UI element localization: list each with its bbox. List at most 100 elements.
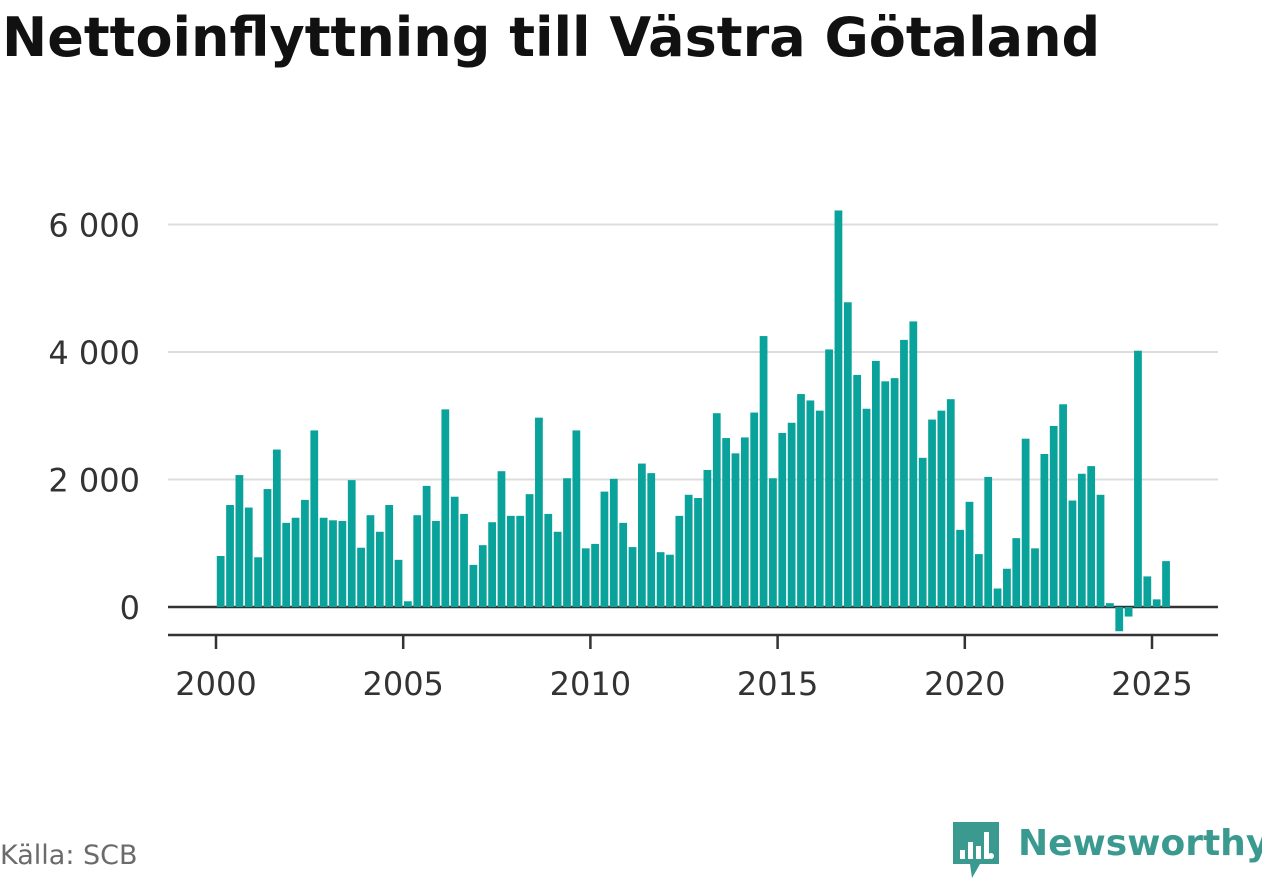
bar [506,515,515,607]
bar [591,543,599,607]
page-title: Nettoinflyttning till Västra Götaland [2,6,1101,69]
bar [778,432,787,607]
bar [984,476,993,607]
bar [956,529,964,607]
bar [909,321,918,607]
bar [619,522,628,607]
bar [1096,494,1105,607]
bar [1115,607,1124,632]
bar [722,438,730,607]
x-tick-label: 2015 [737,665,818,703]
bar [1040,454,1049,607]
bar [797,394,805,607]
bar [825,349,833,607]
bar [1124,607,1133,617]
brand-name: Newsworthy [1018,822,1262,864]
bar [488,522,496,607]
bar [338,520,347,607]
bar [572,430,581,607]
bar [993,588,1002,607]
bar [731,453,740,607]
x-tick-label: 2020 [924,665,1005,703]
bar [1059,404,1067,607]
bar [310,430,319,607]
bar [497,471,506,607]
bar [347,480,356,607]
bar [535,417,543,607]
bar [366,515,375,607]
bar [928,419,936,607]
bar [609,478,618,607]
bar [890,378,899,607]
x-tick-label: 2025 [1111,665,1192,703]
bar [694,497,702,607]
x-tick-label: 2005 [362,665,443,703]
bar [216,556,225,607]
bar [329,520,337,607]
y-tick-label: 4 000 [48,334,140,372]
bar [272,449,281,607]
bar [226,505,234,607]
bar [319,517,328,607]
brand-logo[interactable]: Newsworthy [950,818,1262,880]
bar [946,399,955,607]
bar [244,507,253,607]
bar [1152,599,1161,607]
x-tick-label: 2000 [175,665,256,703]
bar [1162,561,1170,607]
bar [422,485,431,608]
bar [638,463,646,607]
bar [291,517,300,607]
bar [806,400,815,607]
bar [656,552,665,607]
bar [1106,603,1114,607]
bar [843,302,852,607]
bar [301,499,309,607]
bar [1012,538,1021,607]
bar [544,513,553,607]
bar [1077,473,1086,607]
bar [553,531,562,607]
bar [450,496,459,607]
bar [1068,500,1077,607]
bar [787,422,796,607]
bar [432,520,440,607]
bar [872,360,880,607]
bar [1143,576,1152,607]
bar [965,501,974,607]
bar-chart: 0 2 000 4 000 6 000 2000 2005 2010 2015 2020 202… [48,207,1218,703]
bar [1087,466,1096,607]
bar [740,437,749,607]
bar [235,475,244,607]
bar [684,494,693,607]
bar [1134,350,1142,607]
bar [881,381,890,607]
bar [385,505,394,607]
bar [581,548,590,607]
x-tick-label: 2010 [550,665,631,703]
bar [628,547,637,607]
bar [375,531,384,607]
bar [404,601,412,607]
bar [862,408,871,607]
bar [834,210,843,607]
bar [263,489,272,607]
bar [478,545,487,607]
bar [282,522,291,607]
bar [666,554,674,607]
source-note: Källa: SCB [0,840,138,871]
bar [516,515,525,607]
bar [1031,548,1039,607]
bar [815,410,824,607]
bar [647,473,656,608]
bar [460,513,468,607]
bar [525,494,534,607]
y-tick-label: 2 000 [48,462,140,500]
bar [769,478,777,607]
bar [413,515,422,607]
x-axis-ticks: 2000 2005 2010 2015 2020 2025 [175,635,1193,703]
bar [900,339,908,607]
bar [974,554,983,607]
bar [394,559,403,607]
bar [703,469,712,607]
